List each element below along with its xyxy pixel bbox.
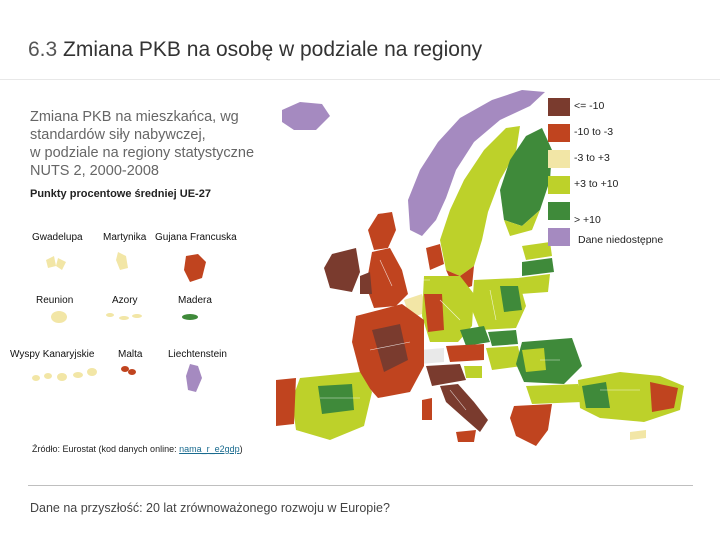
legend-item: <= -10: [548, 96, 688, 122]
region-hungary: [486, 346, 522, 370]
slide-title: 6.3 Zmiana PKB na osobę w podziale na re…: [28, 38, 482, 62]
inset-martynika: [116, 252, 128, 270]
inset-liechtenstein: [186, 364, 202, 392]
region-latvia: [522, 258, 554, 276]
region-turkey-e: [650, 382, 678, 412]
legend-label: -10 to -3: [574, 126, 614, 138]
region-slovakia: [488, 330, 518, 346]
legend-label: > +10: [574, 214, 601, 226]
region-scotland: [368, 212, 396, 250]
legend-swatch: [548, 98, 570, 116]
map-subtitle: Zmiana PKB na mieszkańca, wg standardów …: [30, 108, 290, 180]
region-norway: [408, 90, 545, 236]
region-switzerland: [420, 348, 444, 364]
legend-item: -3 to +3: [548, 148, 688, 174]
region-turkey-w: [582, 382, 610, 408]
inset-label-liechtenstein: Liechtenstein: [168, 349, 227, 360]
region-bulgaria: [526, 384, 582, 404]
region-germany-w: [424, 294, 444, 332]
region-portugal: [276, 378, 296, 426]
source-note: Źródło: Eurostat (kod danych online: nam…: [32, 444, 243, 454]
inset-reunion: [51, 311, 67, 323]
region-austria: [446, 344, 484, 362]
legend-item: Dane niedostępne: [548, 226, 688, 252]
legend-swatch: [548, 228, 570, 246]
subtitle-line-3: w podziale na regiony statystyczne: [30, 145, 255, 161]
inset-gwadelupa: [46, 256, 66, 270]
source-prefix: Źródło: Eurostat (kod danych online:: [32, 444, 180, 454]
region-cyprus: [630, 430, 646, 440]
region-iceland: [282, 102, 330, 130]
subtitle-line-4: NUTS 2, 2000-2008: [30, 163, 159, 179]
legend-item: > +10: [548, 200, 688, 226]
legend-swatch: [548, 124, 570, 142]
legend-swatch: [548, 176, 570, 194]
legend-swatch: [548, 202, 570, 220]
legend-label: <= -10: [574, 100, 605, 112]
title-text: Zmiana PKB na osobę w podziale na region…: [63, 38, 483, 61]
region-sweden: [440, 126, 520, 276]
map-legend: <= -10 -10 to -3 -3 to +3 +3 to +10 > +1…: [548, 96, 688, 252]
inset-malta: [121, 366, 136, 375]
footer-divider: [28, 485, 693, 486]
region-ireland: [324, 248, 360, 292]
legend-label: +3 to +10: [574, 178, 619, 190]
region-italy-n: [426, 364, 466, 386]
legend-label: -3 to +3: [574, 152, 610, 164]
source-suffix: ): [239, 444, 243, 454]
inset-madera: [182, 314, 198, 320]
source-link[interactable]: nama_r_e2gdp: [179, 444, 240, 454]
map-units: Punkty procentowe średniej UE-27: [30, 188, 211, 200]
region-lithuania: [518, 274, 550, 294]
region-finland-s: [504, 210, 540, 236]
title-divider: [0, 79, 720, 80]
legend-swatch: [548, 150, 570, 168]
inset-label-madera: Madera: [178, 295, 212, 306]
subtitle-line-1: Zmiana PKB na mieszkańca, wg: [30, 109, 239, 125]
region-italy: [440, 384, 488, 432]
title-number: 6.3: [28, 38, 58, 61]
region-sicily: [456, 430, 476, 442]
inset-label-kanaryjskie: Wyspy Kanaryjskie: [10, 349, 95, 360]
subtitle-line-2: standardów siły nabywczej,: [30, 127, 206, 143]
legend-label: Dane niedostępne: [578, 234, 664, 246]
europe-map: [260, 80, 690, 450]
region-czech: [460, 326, 490, 346]
legend-item: +3 to +10: [548, 174, 688, 200]
inset-label-reunion: Reunion: [36, 295, 74, 306]
region-france-c: [372, 324, 408, 372]
inset-label-gwadelupa: Gwadelupa: [32, 232, 83, 243]
region-estonia: [522, 242, 552, 260]
inset-label-gujana: Gujana Francuska: [155, 232, 237, 243]
inset-gujana: [184, 254, 206, 282]
region-denmark: [426, 244, 444, 270]
legend-item: -10 to -3: [548, 122, 688, 148]
region-finland: [500, 128, 552, 226]
inset-label-azory: Azory: [112, 295, 138, 306]
region-spain-c: [318, 384, 354, 414]
region-romania-w: [522, 348, 546, 372]
footer-text: Dane na przyszłość: 20 lat zrównoważoneg…: [30, 501, 390, 515]
inset-kanaryjskie: [32, 368, 97, 381]
inset-label-martynika: Martynika: [103, 232, 147, 243]
region-poland-e: [500, 286, 522, 312]
inset-azory: [106, 313, 142, 320]
europe-map-svg: [260, 80, 690, 450]
region-sardinia: [422, 398, 432, 420]
region-wales: [360, 272, 372, 294]
region-greece: [510, 404, 552, 446]
region-england: [366, 248, 408, 308]
inset-label-malta: Malta: [118, 349, 143, 360]
region-slovenia: [464, 366, 482, 378]
